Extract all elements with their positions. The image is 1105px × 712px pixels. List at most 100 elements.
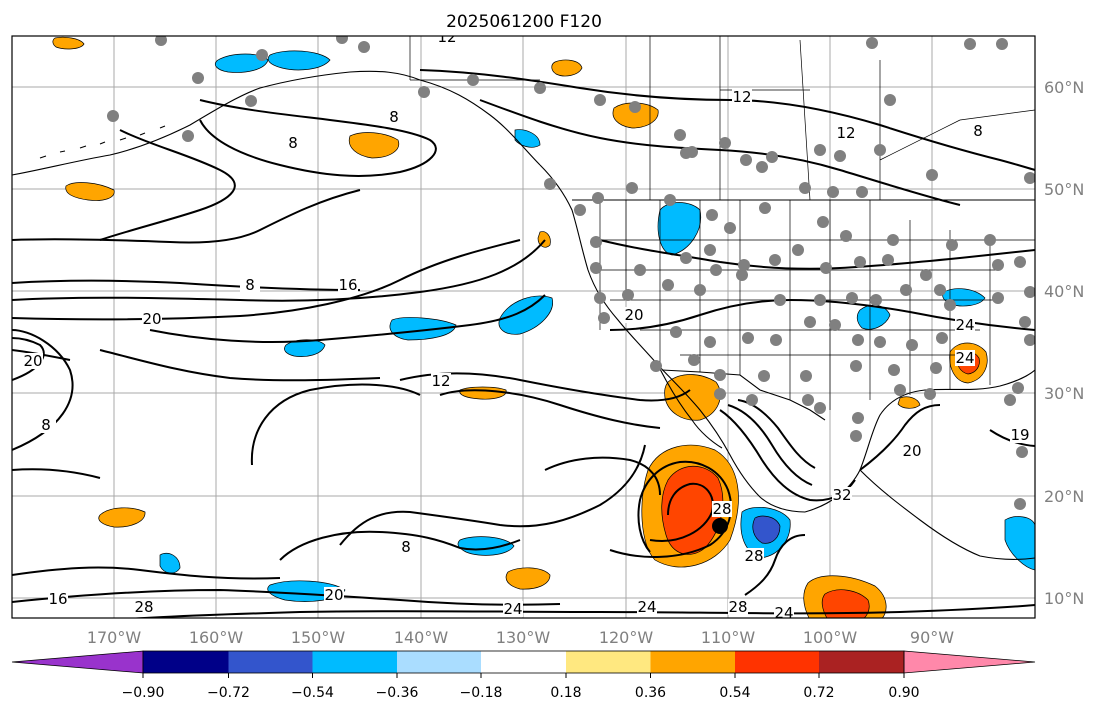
contour-line (479, 99, 961, 206)
station-marker (738, 259, 750, 271)
map-frame (11, 35, 1036, 619)
station-marker (629, 101, 641, 113)
contour-label-background (955, 350, 975, 366)
contour-line (12, 566, 281, 580)
colorbar-segment (397, 651, 481, 673)
station-marker (662, 279, 674, 291)
contour-label-background (134, 599, 154, 615)
station-marker (694, 284, 706, 296)
contour-line (250, 383, 421, 466)
station-marker (856, 186, 868, 198)
station-marker (634, 264, 646, 276)
station-marker (852, 334, 864, 346)
contour-line (99, 129, 236, 241)
lat-label: 30°N (1044, 384, 1084, 403)
contour-label-background (384, 109, 404, 125)
contour-label-background (732, 89, 752, 105)
contour-label: 28 (134, 598, 153, 616)
station-marker (884, 94, 896, 106)
station-marker (704, 244, 716, 256)
station-marker (534, 82, 546, 94)
station-marker (714, 369, 726, 381)
contour-line (12, 337, 45, 381)
contour-label: 20 (142, 310, 161, 328)
station-marker (245, 95, 257, 107)
colorbar-segment (819, 651, 904, 673)
contour-line (99, 349, 381, 382)
colorbar-under-extension (11, 650, 144, 674)
station-marker (594, 292, 606, 304)
station-marker (900, 284, 912, 296)
lon-label: 130°W (496, 628, 551, 647)
gulf-of-mexico-coast (804, 369, 1035, 513)
negative-shading (1004, 516, 1035, 571)
negative-shading (498, 295, 553, 335)
contour-labels: 12 12 8 8 12 8 8 12 16 20 20 8 8 20 24 24 28 28 32 20 16 28 20… (23, 28, 1030, 618)
contour-label: 8 (973, 122, 983, 140)
contour-label: 16 (48, 590, 67, 608)
station-marker (1024, 172, 1035, 184)
contour-label-background (324, 587, 344, 603)
contour-label: 20 (23, 352, 42, 370)
station-marker (906, 339, 918, 351)
contour-line (12, 239, 546, 302)
contour-line (199, 99, 437, 177)
contour-label-background (624, 307, 644, 323)
contour-label-background (396, 539, 416, 555)
station-marker (996, 38, 1008, 50)
contour-line (727, 404, 813, 486)
positive-shading (348, 132, 400, 159)
station-marker (926, 169, 938, 181)
contour-label-background (437, 36, 457, 45)
station-marker (854, 256, 866, 268)
station-marker (688, 354, 700, 366)
contour-label-background (637, 599, 657, 615)
station-marker (874, 144, 886, 156)
contour-label: 28 (728, 598, 747, 616)
contour-label-background (338, 277, 358, 293)
negative-shading (214, 53, 269, 73)
station-marker (944, 299, 956, 311)
station-marker (418, 86, 430, 98)
strong-negative-shading (752, 515, 781, 544)
contour-label: 20 (902, 442, 921, 460)
colorbar-tick-labels: −0.90 −0.72 −0.54 −0.36 −0.18 0.18 0.36 … (122, 685, 920, 701)
contour-label: 19 (1010, 426, 1029, 444)
contour-line (599, 239, 1035, 270)
station-marker (592, 192, 604, 204)
colorbar-tick-label: −0.72 (207, 685, 250, 701)
contour-label-background (712, 501, 732, 517)
contour-label-background (968, 123, 988, 139)
contour-label-background (36, 417, 56, 433)
station-marker (710, 264, 722, 276)
station-marker (622, 289, 634, 301)
colorbar: −0.90 −0.72 −0.54 −0.36 −0.18 0.18 0.36 … (11, 650, 1036, 701)
contour-label: 28 (712, 500, 731, 518)
station-marker (930, 362, 942, 374)
contour-label: 12 (437, 28, 456, 46)
station-marker (846, 292, 858, 304)
central-america-coast (859, 469, 1035, 560)
longitude-labels: 170°W 160°W 150°W 140°W 130°W 120°W 110°… (87, 628, 954, 647)
aleutian-islands (39, 125, 166, 159)
station-marker (817, 216, 829, 228)
contour-label-background (431, 373, 451, 389)
lon-label: 100°W (803, 628, 858, 647)
station-marker (1019, 316, 1031, 328)
contour-line (339, 444, 646, 546)
negative-shading (267, 50, 331, 71)
baja-california (657, 364, 723, 449)
station-marker (852, 412, 864, 424)
colorbar-ticks (142, 673, 905, 678)
station-marker (804, 316, 816, 328)
station-marker (758, 370, 770, 382)
latitude-labels: 60°N 50°N 40°N 30°N 20°N 10°N (1044, 78, 1084, 608)
station-marker (192, 72, 204, 84)
contour-label-background (774, 605, 794, 618)
contour-label-background (48, 591, 68, 607)
lon-label: 90°W (910, 628, 954, 647)
station-marker (107, 110, 119, 122)
station-marker (802, 394, 814, 406)
station-marker (888, 364, 900, 376)
